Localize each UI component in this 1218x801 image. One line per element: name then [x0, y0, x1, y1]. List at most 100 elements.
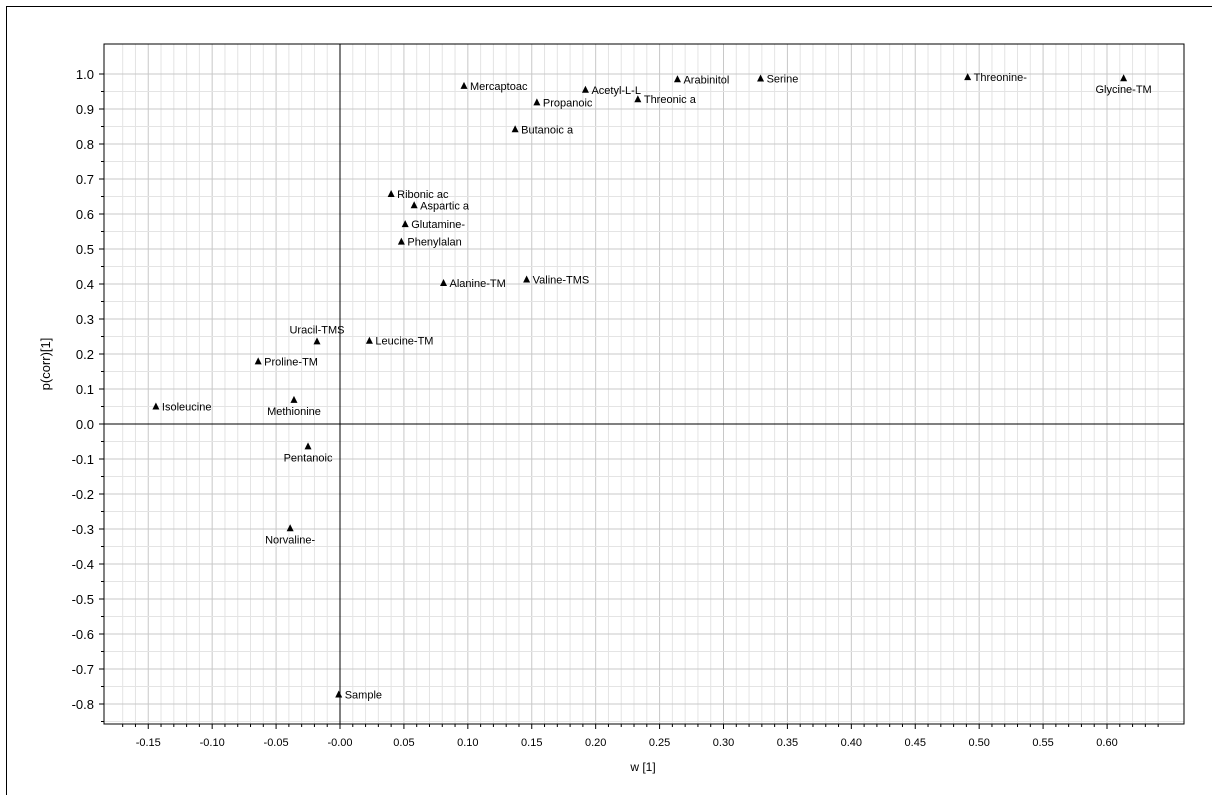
- x-tick-label: 0.50: [968, 737, 989, 749]
- triangle-marker: [401, 220, 409, 228]
- x-tick-label: 0.45: [905, 737, 926, 749]
- point-label: Proline-TM: [264, 356, 318, 368]
- data-point: Arabinitol: [673, 74, 729, 86]
- y-tick-label: -0.1: [72, 452, 94, 467]
- point-label: Arabinitol: [683, 74, 729, 86]
- data-point: Uracil-TMS: [289, 324, 344, 345]
- x-tick-label: -0.05: [264, 737, 289, 749]
- triangle-marker: [581, 85, 589, 93]
- data-point: Sample: [335, 690, 382, 702]
- y-tick-label: 0.8: [76, 137, 94, 152]
- x-tick-label: 0.30: [713, 737, 734, 749]
- point-label: Sample: [345, 690, 382, 702]
- y-tick-label: 0.9: [76, 102, 94, 117]
- point-label: Aspartic a: [420, 200, 470, 212]
- point-label: Serine: [767, 74, 799, 86]
- data-point: Serine: [757, 74, 798, 86]
- x-tick-label: 0.25: [649, 737, 670, 749]
- triangle-marker: [387, 190, 395, 198]
- point-label: Leucine-TM: [375, 336, 433, 348]
- grid: [104, 44, 1184, 724]
- triangle-marker: [254, 357, 262, 365]
- triangle-marker: [440, 278, 448, 286]
- point-label: Isoleucine: [162, 402, 212, 414]
- triangle-marker: [290, 395, 298, 403]
- y-tick-label: 1.0: [76, 67, 94, 82]
- triangle-marker: [511, 125, 519, 133]
- y-tick-label: 0.7: [76, 172, 94, 187]
- x-tick-label: 0.20: [585, 737, 606, 749]
- y-tick-label: 0.0: [76, 417, 94, 432]
- axis-ticks: [99, 73, 1159, 729]
- x-tick-label: -0.15: [136, 737, 161, 749]
- plot-area: [104, 44, 1184, 724]
- triangle-marker: [397, 237, 405, 245]
- triangle-marker: [1120, 74, 1128, 82]
- data-point: Alanine-TM: [440, 278, 506, 290]
- data-point: Proline-TM: [254, 356, 318, 368]
- point-label: Valine-TMS: [533, 274, 590, 286]
- triangle-marker: [964, 73, 972, 81]
- data-point: Norvaline-: [265, 524, 316, 546]
- x-tick-label: 0.60: [1096, 737, 1117, 749]
- x-tick-label: 0.35: [777, 737, 798, 749]
- data-point: Glutamine-: [401, 219, 465, 231]
- x-tick-label: 0.05: [393, 737, 414, 749]
- triangle-marker: [152, 402, 160, 410]
- data-point: Pentanoic: [284, 442, 333, 464]
- y-tick-label: 0.6: [76, 207, 94, 222]
- point-label: Norvaline-: [265, 534, 315, 546]
- x-axis-label: w [1]: [629, 760, 655, 774]
- triangle-marker: [335, 690, 343, 698]
- y-tick-label: 0.3: [76, 312, 94, 327]
- y-tick-label: -0.4: [72, 557, 94, 572]
- data-point: Mercaptoac: [460, 81, 528, 93]
- point-label: Threonine-: [974, 72, 1028, 84]
- point-label: Glutamine-: [411, 219, 465, 231]
- plot-border: [103, 43, 1185, 725]
- triangle-marker: [313, 337, 321, 345]
- data-point: Threonic a: [634, 94, 697, 106]
- triangle-marker: [634, 95, 642, 103]
- point-label: Alanine-TM: [450, 278, 506, 290]
- triangle-marker: [286, 524, 294, 532]
- x-tick-label: 0.10: [457, 737, 478, 749]
- x-tick-label: 0.40: [841, 737, 862, 749]
- data-point: Methionine: [267, 395, 321, 418]
- point-label: Pentanoic: [284, 452, 333, 464]
- point-label: Glycine-TM: [1096, 84, 1152, 96]
- triangle-marker: [365, 336, 373, 344]
- x-tick-label: -0.00: [327, 737, 352, 749]
- point-label: Methionine: [267, 406, 321, 418]
- point-label: Uracil-TMS: [289, 324, 344, 336]
- data-point: Threonine-: [964, 72, 1027, 84]
- data-points: Mercaptoac Acetyl-L-L Arabinitol Serine Thre…: [152, 72, 1152, 702]
- triangle-marker: [410, 201, 418, 209]
- triangle-marker: [460, 81, 468, 89]
- triangle-marker: [304, 442, 312, 450]
- data-point: Propanoic: [533, 97, 593, 109]
- y-tick-label: -0.2: [72, 487, 94, 502]
- data-point: Isoleucine: [152, 402, 211, 414]
- y-axis-label: p(corr)[1]: [38, 338, 53, 391]
- data-point: Glycine-TM: [1096, 74, 1152, 96]
- y-tick-label: -0.3: [72, 522, 94, 537]
- triangle-marker: [523, 275, 531, 283]
- point-label: Acetyl-L-L: [591, 85, 641, 97]
- chart-frame: [6, 6, 1212, 795]
- y-tick-label: -0.7: [72, 662, 94, 677]
- point-label: Ribonic ac: [397, 189, 449, 201]
- point-label: Threonic a: [644, 94, 697, 106]
- y-tick-label: 0.4: [76, 277, 94, 292]
- x-tick-label: 0.15: [521, 737, 542, 749]
- data-point: Acetyl-L-L: [581, 85, 641, 97]
- y-tick-label: 0.5: [76, 242, 94, 257]
- point-label: Mercaptoac: [470, 81, 528, 93]
- y-tick-label: -0.8: [72, 697, 94, 712]
- y-tick-label: -0.5: [72, 592, 94, 607]
- data-point: Ribonic ac: [387, 189, 449, 201]
- data-point: Valine-TMS: [523, 274, 589, 286]
- x-tick-labels: -0.15 -0.10 -0.05 -0.00 0.05 0.10 0.15 0.20 0.25…: [136, 737, 1118, 749]
- data-point: Phenylalan: [397, 237, 462, 249]
